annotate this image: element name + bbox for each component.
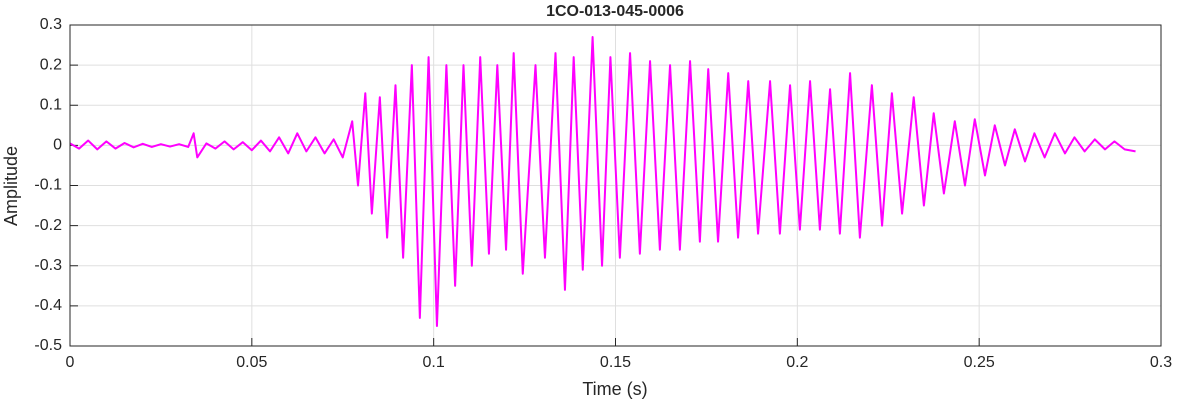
- x-tick-label: 0.05: [236, 354, 267, 371]
- x-tick-label: 0.1: [423, 354, 445, 371]
- y-tick-label: 0.3: [40, 16, 62, 33]
- y-tick-label: -0.5: [34, 337, 62, 354]
- y-tick-label: -0.3: [34, 257, 62, 274]
- x-tick-label: 0.15: [600, 354, 631, 371]
- y-tick-label: 0.2: [40, 56, 62, 73]
- y-tick-label: 0.1: [40, 96, 62, 113]
- chart-title: 1CO-013-045-0006: [546, 3, 684, 20]
- x-tick-label: 0: [66, 354, 75, 371]
- y-tick-label: -0.4: [34, 297, 62, 314]
- axes-box: [69, 24, 1162, 347]
- x-axis-label: Time (s): [582, 379, 647, 399]
- waveform: [69, 36, 1136, 327]
- x-tick-label: 0.3: [1150, 354, 1172, 371]
- x-tick-label: 0.25: [964, 354, 995, 371]
- y-tick-label: -0.2: [34, 217, 62, 234]
- x-tick-label: 0.2: [786, 354, 808, 371]
- y-tick-label: -0.1: [34, 177, 62, 194]
- y-axis-label: Amplitude: [1, 146, 21, 226]
- y-tick-label: 0: [53, 137, 62, 154]
